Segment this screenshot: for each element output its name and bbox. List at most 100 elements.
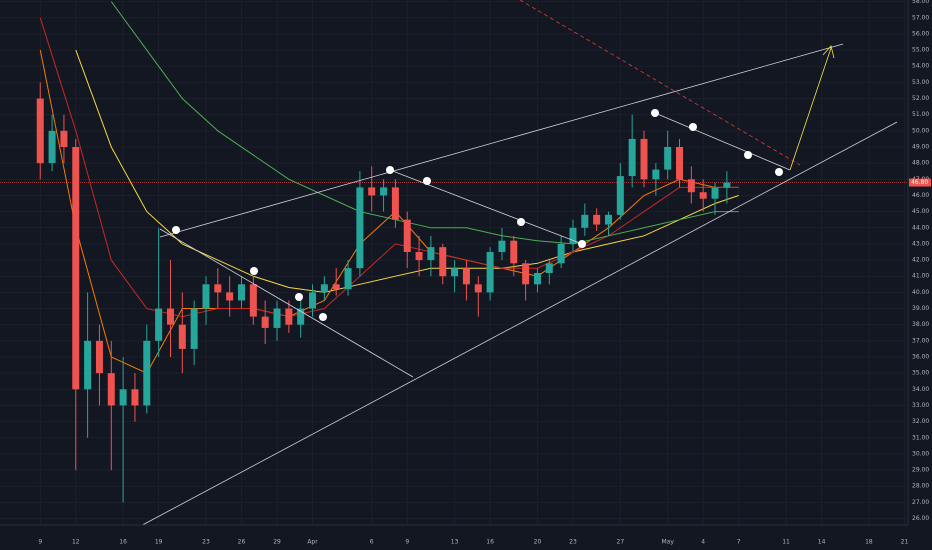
candle-body: [273, 308, 281, 328]
candle-body: [664, 147, 672, 170]
candle-body: [604, 214, 612, 225]
x-tick-label: 23: [569, 539, 577, 546]
candle-body: [285, 308, 293, 325]
marker: [386, 166, 394, 174]
x-tick-label: 13: [451, 539, 459, 546]
candle-body: [249, 284, 257, 317]
candle-body: [640, 138, 648, 180]
candle-body: [309, 292, 317, 309]
candle-body: [226, 292, 234, 301]
candle-body: [190, 308, 198, 349]
x-tick-label: Apr: [307, 539, 318, 546]
candle-body: [415, 252, 423, 261]
candle-body: [238, 284, 246, 301]
x-tick-label: May: [661, 539, 674, 546]
y-tick-label: 26.00: [912, 515, 929, 522]
x-tick-label: 26: [238, 539, 246, 546]
candle-body: [545, 263, 553, 273]
candle-body: [368, 187, 376, 196]
x-tick-label: 14: [818, 539, 826, 546]
marker: [295, 293, 303, 301]
candle-body: [391, 187, 399, 220]
marker: [744, 151, 752, 159]
y-tick-label: 46.00: [912, 192, 929, 199]
x-tick-label: 11: [782, 539, 790, 546]
marker: [319, 313, 327, 321]
trendline: [159, 43, 844, 238]
candle-body: [593, 214, 601, 225]
x-tick-label: 7: [737, 539, 741, 546]
x-tick-label: 16: [486, 539, 494, 546]
y-tick-label: 48.00: [912, 160, 929, 167]
moving-average: [110, 1, 739, 245]
x-tick-label: 20: [534, 539, 542, 546]
candle-body: [616, 176, 624, 215]
candle-body: [676, 147, 684, 180]
candle-body: [72, 147, 80, 390]
y-tick-label: 35.00: [912, 370, 929, 377]
y-tick-label: 45.00: [912, 208, 929, 215]
x-tick-label: 16: [119, 539, 127, 546]
y-tick-label: 50.00: [912, 127, 929, 134]
y-tick-label: 53.00: [912, 79, 929, 86]
candle-body: [107, 373, 115, 406]
candle-body: [202, 284, 210, 309]
x-tick-label: 9: [38, 539, 42, 546]
y-tick-label: 32.00: [912, 418, 929, 425]
candle-body: [462, 268, 470, 285]
candle-body: [48, 130, 56, 164]
candle-body: [178, 324, 186, 349]
candle-body: [522, 263, 530, 285]
y-tick-label: 28.00: [912, 483, 929, 490]
drawings: [119, 0, 898, 538]
y-tick-label: 54.00: [912, 63, 929, 70]
candle-body: [119, 389, 127, 406]
moving-average: [75, 49, 739, 293]
candle-body: [498, 240, 506, 252]
candle-body: [699, 192, 707, 199]
trendline: [159, 228, 414, 378]
trendline: [389, 169, 586, 246]
candle-body: [332, 284, 340, 290]
candle-body: [344, 268, 352, 290]
y-tick-label: 37.00: [912, 337, 929, 344]
candle-body: [95, 340, 103, 374]
marker: [423, 177, 431, 185]
marker: [517, 218, 525, 226]
price-label: 46.80: [911, 179, 928, 186]
candle-body: [356, 187, 364, 269]
y-tick-label: 57.00: [912, 14, 929, 21]
candle-body: [36, 98, 44, 164]
y-tick-label: 39.00: [912, 305, 929, 312]
x-tick-label: 9: [405, 539, 409, 546]
y-tick-label: 42.00: [912, 257, 929, 264]
candle-body: [723, 182, 731, 188]
candle-body: [557, 243, 565, 264]
time-axis: [0, 525, 932, 550]
x-tick-label: 6: [370, 539, 374, 546]
y-tick-label: 34.00: [912, 386, 929, 393]
candle-body: [427, 247, 435, 261]
markers: [172, 109, 783, 321]
candle-body: [60, 130, 68, 147]
x-tick-label: 29: [273, 539, 281, 546]
y-tick-label: 30.00: [912, 450, 929, 457]
y-tick-label: 58.00: [912, 0, 929, 5]
marker: [578, 240, 586, 248]
candle-body: [380, 187, 388, 196]
candle-body: [628, 138, 636, 177]
candle-body: [711, 187, 719, 199]
trendline: [654, 112, 791, 171]
x-tick-label: 27: [617, 539, 625, 546]
x-tick-label: 19: [155, 539, 163, 546]
marker: [250, 267, 258, 275]
y-tick-label: 31.00: [912, 434, 929, 441]
price-axis: [908, 0, 932, 550]
arrow: [789, 47, 832, 171]
y-tick-label: 33.00: [912, 402, 929, 409]
y-tick-label: 56.00: [912, 30, 929, 37]
candle-body: [143, 340, 151, 406]
y-tick-label: 29.00: [912, 467, 929, 474]
